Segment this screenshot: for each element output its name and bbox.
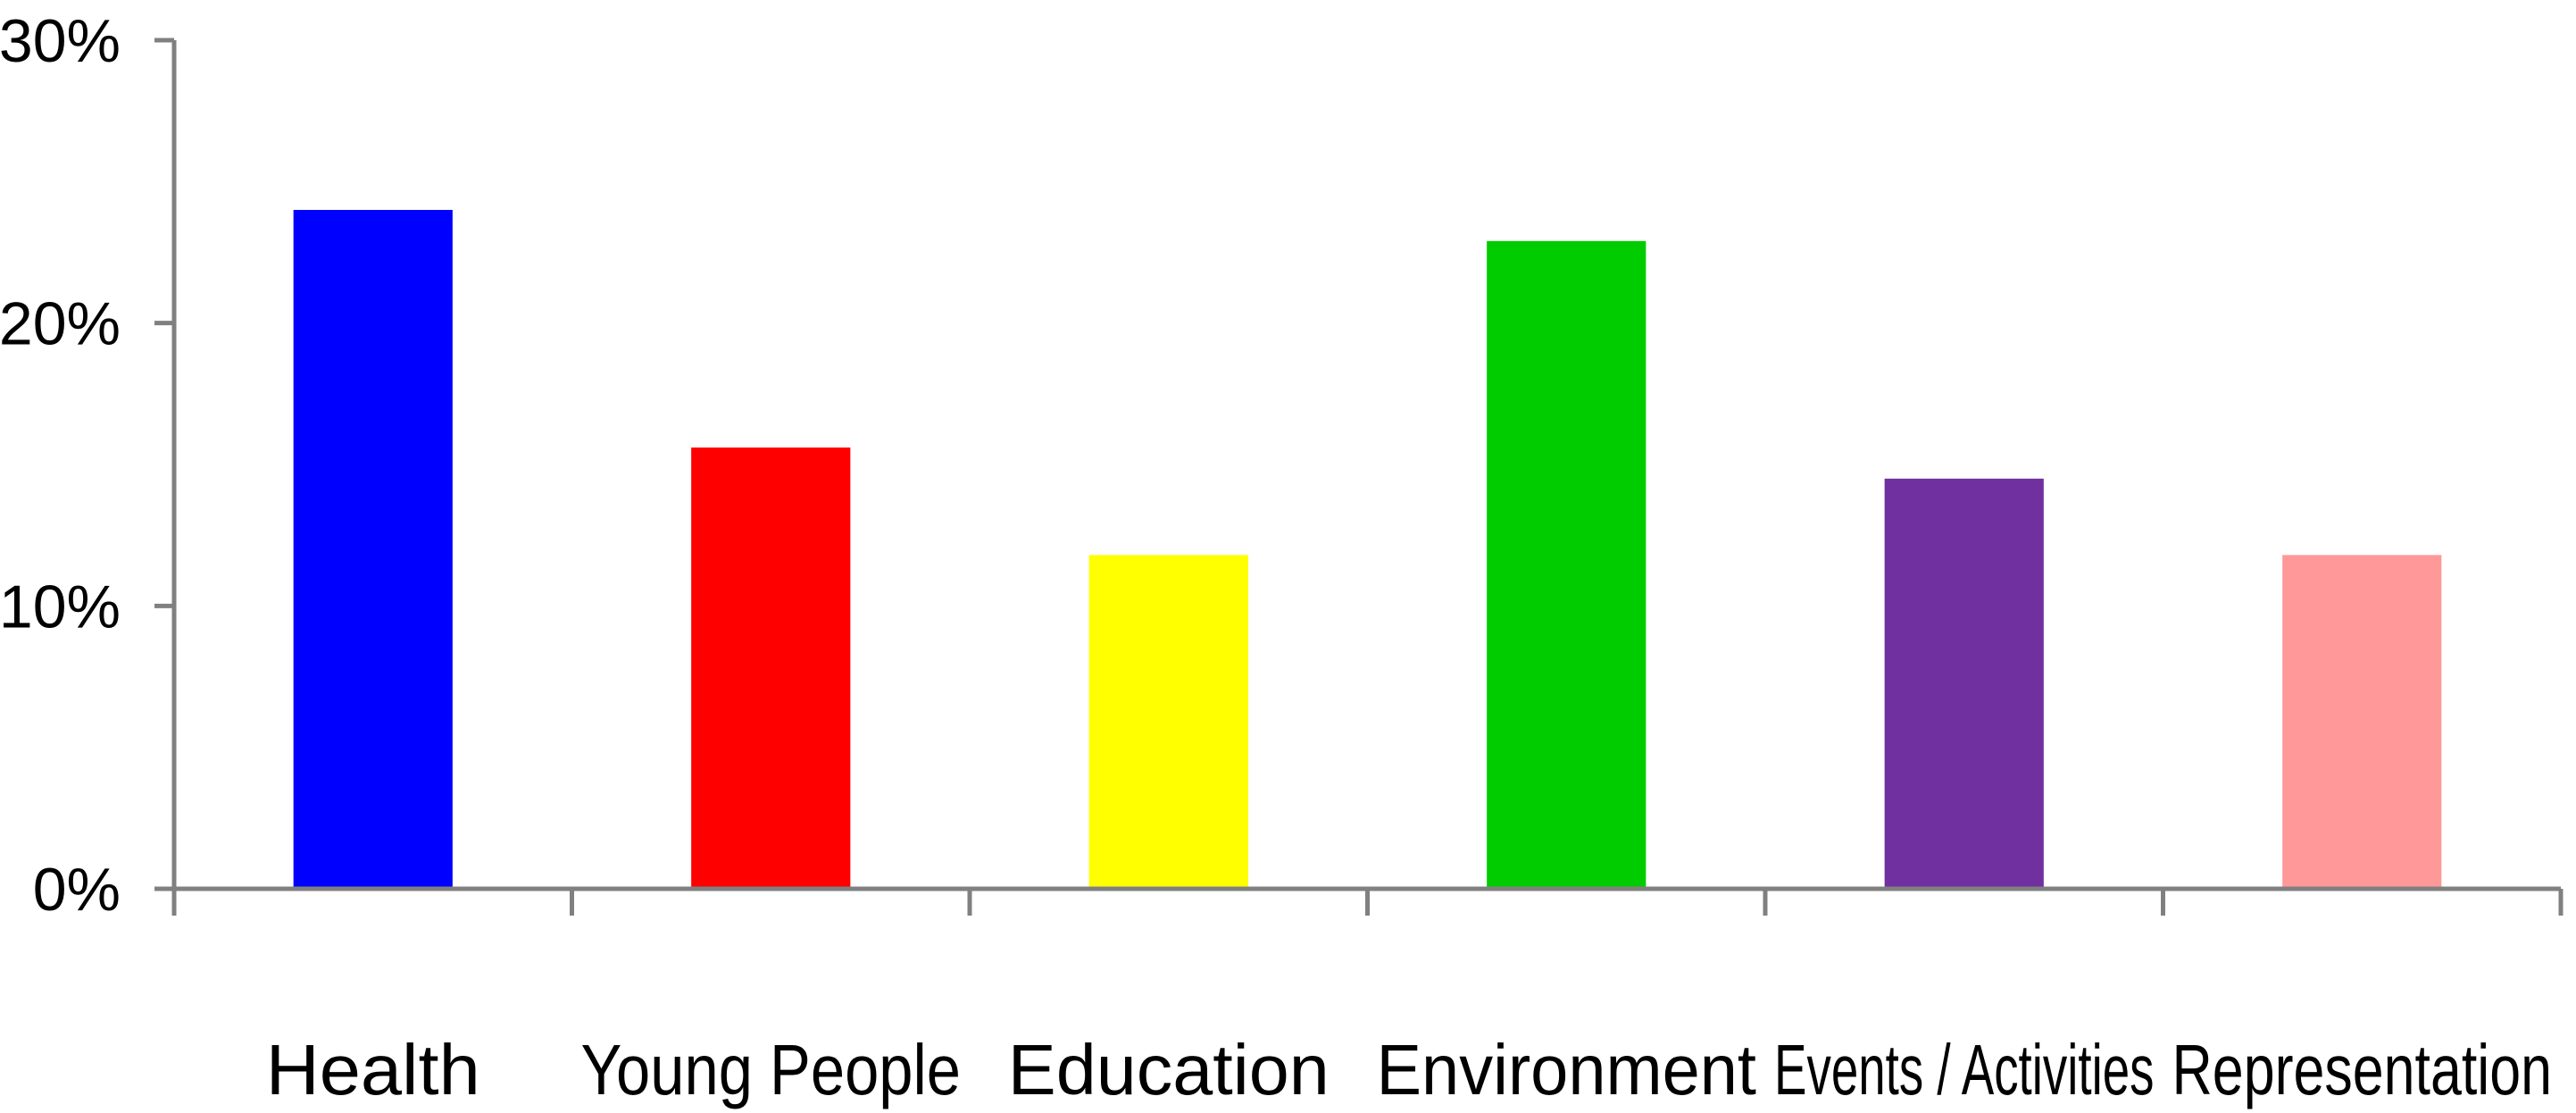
bar-environment (1487, 240, 1646, 889)
x-category-label: Representation (2172, 1030, 2553, 1109)
bar-education (1088, 555, 1248, 889)
bar-young-people (691, 448, 851, 889)
x-category-label: Environment (1377, 1030, 1757, 1109)
labels-layer: 0% 10% 20% 30% Health Young People Education En… (0, 7, 2552, 1109)
bar-health (293, 210, 453, 889)
bar-events-activities (1884, 478, 2044, 889)
bar-representation (2282, 555, 2442, 889)
axes-layer (154, 38, 2563, 916)
y-tick-label: 30% (0, 7, 121, 75)
x-category-label: Health (266, 1030, 480, 1109)
y-tick-label: 10% (0, 573, 121, 640)
x-category-label: Events / Activities (1774, 1030, 2155, 1109)
y-tick-label: 20% (0, 290, 121, 358)
y-tick-label: 0% (33, 856, 121, 924)
x-category-label: Education (1008, 1030, 1330, 1109)
x-category-label: Young People (581, 1030, 962, 1109)
bars-layer (293, 210, 2442, 889)
